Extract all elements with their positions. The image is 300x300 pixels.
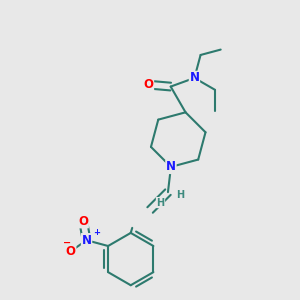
Text: O: O — [78, 215, 88, 228]
Text: +: + — [93, 228, 100, 237]
Text: N: N — [166, 160, 176, 173]
Text: N: N — [82, 234, 92, 247]
Text: O: O — [66, 245, 76, 258]
Text: H: H — [176, 190, 184, 200]
Text: −: − — [63, 238, 71, 248]
Text: N: N — [189, 71, 200, 84]
Text: O: O — [143, 78, 154, 91]
Text: H: H — [156, 198, 165, 208]
